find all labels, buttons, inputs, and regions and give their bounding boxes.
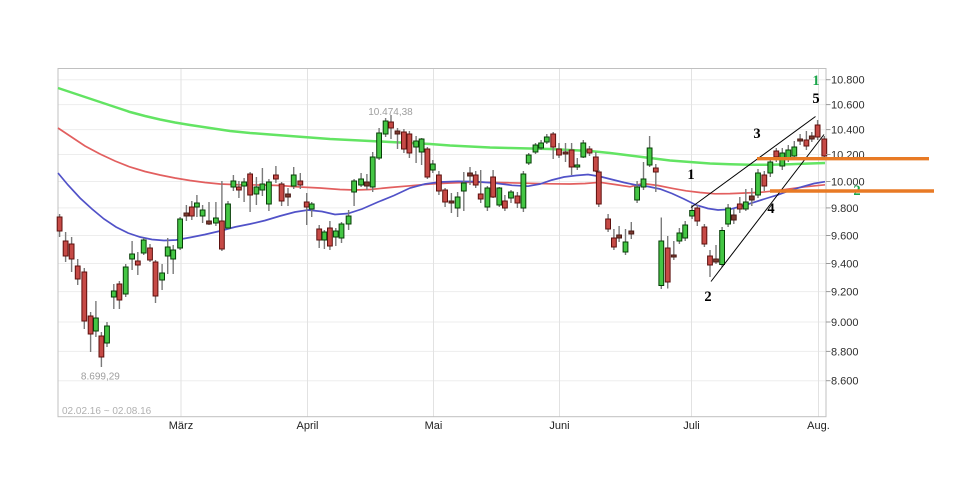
svg-text:Juli: Juli <box>683 420 700 432</box>
svg-text:9.600: 9.600 <box>831 231 859 243</box>
svg-text:9.800: 9.800 <box>831 203 859 215</box>
svg-text:März: März <box>169 420 193 432</box>
svg-text:2: 2 <box>704 289 711 305</box>
svg-text:10.474,38: 10.474,38 <box>368 107 413 118</box>
svg-text:10.000: 10.000 <box>831 177 865 189</box>
svg-text:9.000: 9.000 <box>831 317 859 329</box>
svg-text:Mai: Mai <box>425 420 443 432</box>
svg-text:Aug.: Aug. <box>807 420 830 432</box>
svg-text:8.600: 8.600 <box>831 376 859 388</box>
svg-text:10.800: 10.800 <box>831 75 865 87</box>
svg-text:10.400: 10.400 <box>831 125 865 137</box>
svg-text:4: 4 <box>767 201 774 217</box>
svg-text:1: 1 <box>812 73 819 89</box>
svg-text:April: April <box>296 420 318 432</box>
svg-text:Juni: Juni <box>549 420 569 432</box>
svg-text:9.400: 9.400 <box>831 259 859 271</box>
svg-text:5: 5 <box>812 91 819 107</box>
svg-text:8.800: 8.800 <box>831 346 859 358</box>
svg-text:8.699,29: 8.699,29 <box>81 371 120 382</box>
svg-text:3: 3 <box>753 126 760 142</box>
svg-text:10.600: 10.600 <box>831 100 865 112</box>
svg-text:9.200: 9.200 <box>831 287 859 299</box>
svg-text:02.02.16 ~ 02.08.16: 02.02.16 ~ 02.08.16 <box>62 406 152 417</box>
svg-text:1: 1 <box>687 167 694 183</box>
